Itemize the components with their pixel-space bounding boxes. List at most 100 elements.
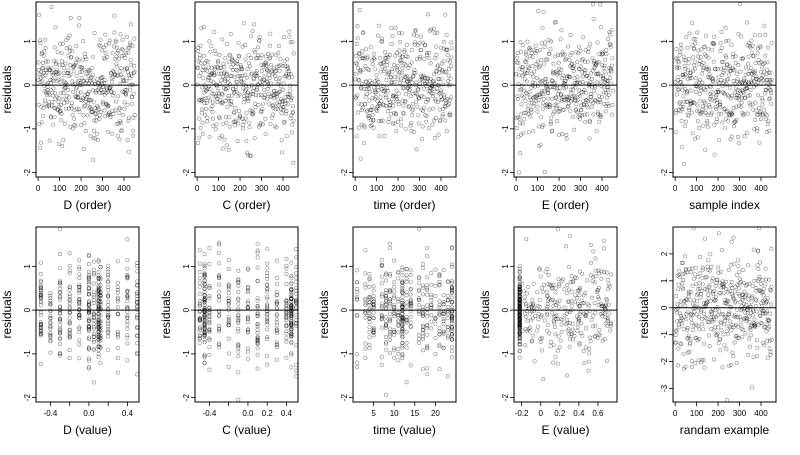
data-point (732, 313, 737, 318)
data-point (41, 114, 46, 119)
data-point (218, 98, 223, 103)
data-point (735, 88, 740, 93)
data-point (394, 66, 399, 71)
data-point (685, 336, 690, 341)
data-point (753, 100, 758, 105)
data-point (127, 45, 132, 50)
data-point (710, 319, 715, 324)
data-point (601, 65, 606, 70)
data-point (289, 332, 294, 337)
data-point (376, 33, 381, 38)
data-point (559, 329, 564, 334)
data-point (588, 92, 593, 97)
data-point (277, 68, 282, 73)
data-point (202, 293, 207, 298)
data-point (556, 334, 561, 339)
data-point (517, 279, 522, 284)
data-point (58, 353, 63, 358)
data-point (441, 302, 446, 307)
data-point (235, 74, 240, 79)
data-point (682, 99, 687, 104)
data-point (381, 59, 386, 64)
data-point (678, 303, 683, 308)
data-point (86, 273, 91, 278)
data-point (723, 39, 728, 44)
data-point (688, 270, 693, 275)
data-point (197, 116, 202, 121)
data-point (69, 106, 74, 111)
data-point (589, 99, 594, 104)
data-point (728, 304, 733, 309)
y-tick-label: 1 (182, 264, 191, 269)
data-point (367, 284, 372, 289)
data-point (700, 80, 705, 85)
data-point (419, 73, 424, 78)
data-point (714, 280, 719, 285)
data-point (38, 322, 43, 327)
data-point (524, 56, 529, 61)
data-point (355, 280, 360, 285)
data-point (750, 283, 755, 288)
data-point (93, 106, 98, 111)
data-point (729, 134, 734, 139)
data-point (98, 345, 103, 350)
data-point (400, 332, 405, 337)
data-point (517, 290, 522, 295)
data-point (85, 101, 90, 106)
data-point (678, 80, 683, 85)
data-point (226, 322, 231, 327)
data-point (721, 312, 726, 317)
data-point (128, 58, 133, 63)
data-point (728, 283, 733, 288)
data-point (129, 101, 134, 106)
data-point (595, 289, 600, 294)
data-point (204, 88, 209, 93)
data-point (371, 310, 376, 315)
data-point (383, 322, 388, 327)
data-point (694, 89, 699, 94)
data-point (383, 314, 388, 319)
data-point (392, 110, 397, 115)
data-point (388, 75, 393, 80)
data-point (698, 55, 703, 60)
data-point (517, 322, 522, 327)
data-point (406, 66, 411, 71)
data-point (77, 282, 82, 287)
data-point (255, 296, 260, 301)
data-point (226, 80, 231, 85)
data-point (404, 314, 409, 319)
data-point (405, 86, 410, 91)
data-point (53, 25, 58, 30)
data-point (438, 45, 443, 50)
data-point (570, 115, 575, 120)
data-point (744, 282, 749, 287)
data-point (682, 299, 687, 304)
data-point (125, 326, 130, 331)
data-point (95, 103, 100, 108)
data-point (263, 116, 268, 121)
data-point (584, 103, 589, 108)
data-point (559, 322, 564, 327)
data-point (130, 82, 135, 87)
data-point (737, 269, 742, 274)
data-point (371, 330, 376, 335)
data-point (415, 92, 420, 97)
data-point (208, 98, 213, 103)
data-point (66, 71, 71, 76)
data-point (532, 101, 537, 106)
points (36, 5, 137, 162)
data-point (383, 298, 388, 303)
data-point (119, 128, 124, 133)
data-point (595, 100, 600, 105)
data-point (693, 335, 698, 340)
data-point (764, 113, 769, 118)
data-point (135, 269, 140, 274)
data-point (724, 301, 729, 306)
data-point (686, 291, 691, 296)
data-point (258, 80, 263, 85)
data-point (449, 309, 454, 314)
data-point (98, 320, 103, 325)
data-point (82, 93, 87, 98)
data-point (289, 308, 294, 313)
data-point (757, 313, 762, 318)
